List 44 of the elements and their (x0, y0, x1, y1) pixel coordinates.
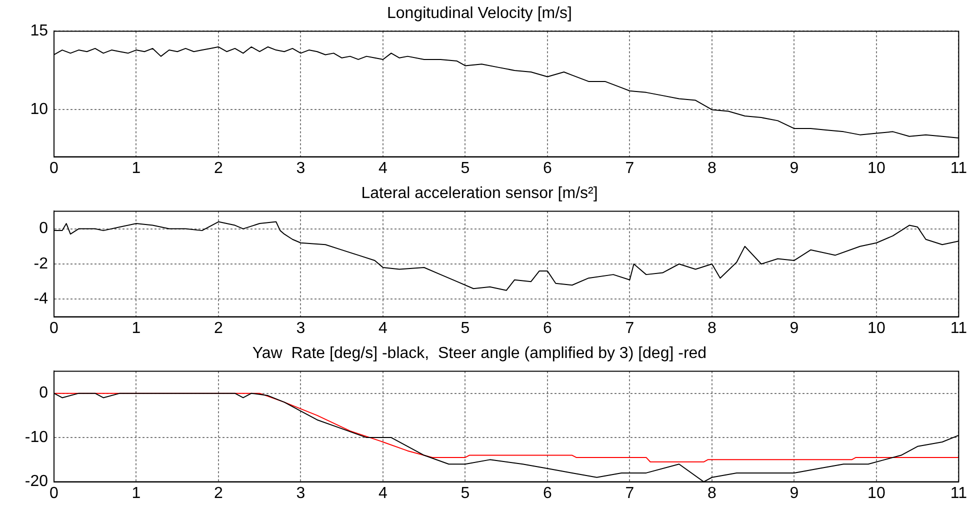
x-tick-label: 4 (378, 320, 388, 337)
y-tick-label: -2 (34, 255, 48, 272)
x-tick-label: 10 (868, 320, 886, 337)
y-tick-label: 0 (39, 384, 48, 402)
y-tick-label: -4 (34, 290, 48, 308)
x-tick-label: 11 (950, 484, 968, 502)
x-tick-label: 1 (132, 160, 141, 177)
x-tick-label: 3 (296, 320, 306, 337)
x-tick-label: 6 (543, 484, 552, 502)
x-tick-label: 7 (625, 160, 634, 177)
x-tick-label: 5 (460, 320, 470, 337)
x-tick-label: 5 (460, 160, 470, 177)
x-tick-label: 6 (543, 320, 552, 337)
x-tick-label: 9 (790, 320, 799, 337)
x-tick-label: 8 (708, 160, 717, 177)
x-tick-label: 11 (950, 160, 968, 177)
x-tick-label: 1 (132, 484, 141, 502)
x-tick-label: 4 (378, 484, 388, 502)
chart-title: Longitudinal Velocity [m/s] (387, 5, 572, 22)
x-tick-label: 4 (378, 160, 388, 177)
x-tick-label: 3 (296, 160, 306, 177)
x-tick-label: 7 (625, 320, 634, 337)
x-tick-label: 6 (543, 160, 552, 177)
x-tick-label: 9 (790, 160, 799, 177)
x-tick-label: 8 (708, 484, 717, 502)
x-tick-label: 1 (132, 320, 141, 337)
x-tick-label: 11 (950, 320, 968, 337)
x-tick-label: 8 (708, 320, 717, 337)
x-tick-label: 10 (868, 484, 886, 502)
x-tick-label: 10 (868, 160, 886, 177)
y-tick-label: 0 (39, 220, 48, 238)
x-tick-label: 7 (625, 484, 634, 502)
x-tick-label: 2 (214, 160, 224, 177)
x-tick-label: 2 (214, 320, 224, 337)
x-tick-label: 5 (460, 484, 470, 502)
y-tick-label: -20 (24, 473, 48, 490)
chart-title: Lateral acceleration sensor [m/s²] (361, 185, 598, 202)
x-tick-label: 9 (790, 484, 799, 502)
y-tick-label: 15 (30, 22, 48, 40)
chart-title: Yaw Rate [deg/s] -black, Steer angle (amplified by 3) [deg] -red (252, 345, 707, 362)
x-tick-label: 3 (296, 484, 306, 502)
y-tick-label: 10 (30, 101, 48, 118)
y-tick-label: -10 (24, 428, 48, 446)
x-tick-label: 2 (214, 484, 224, 502)
